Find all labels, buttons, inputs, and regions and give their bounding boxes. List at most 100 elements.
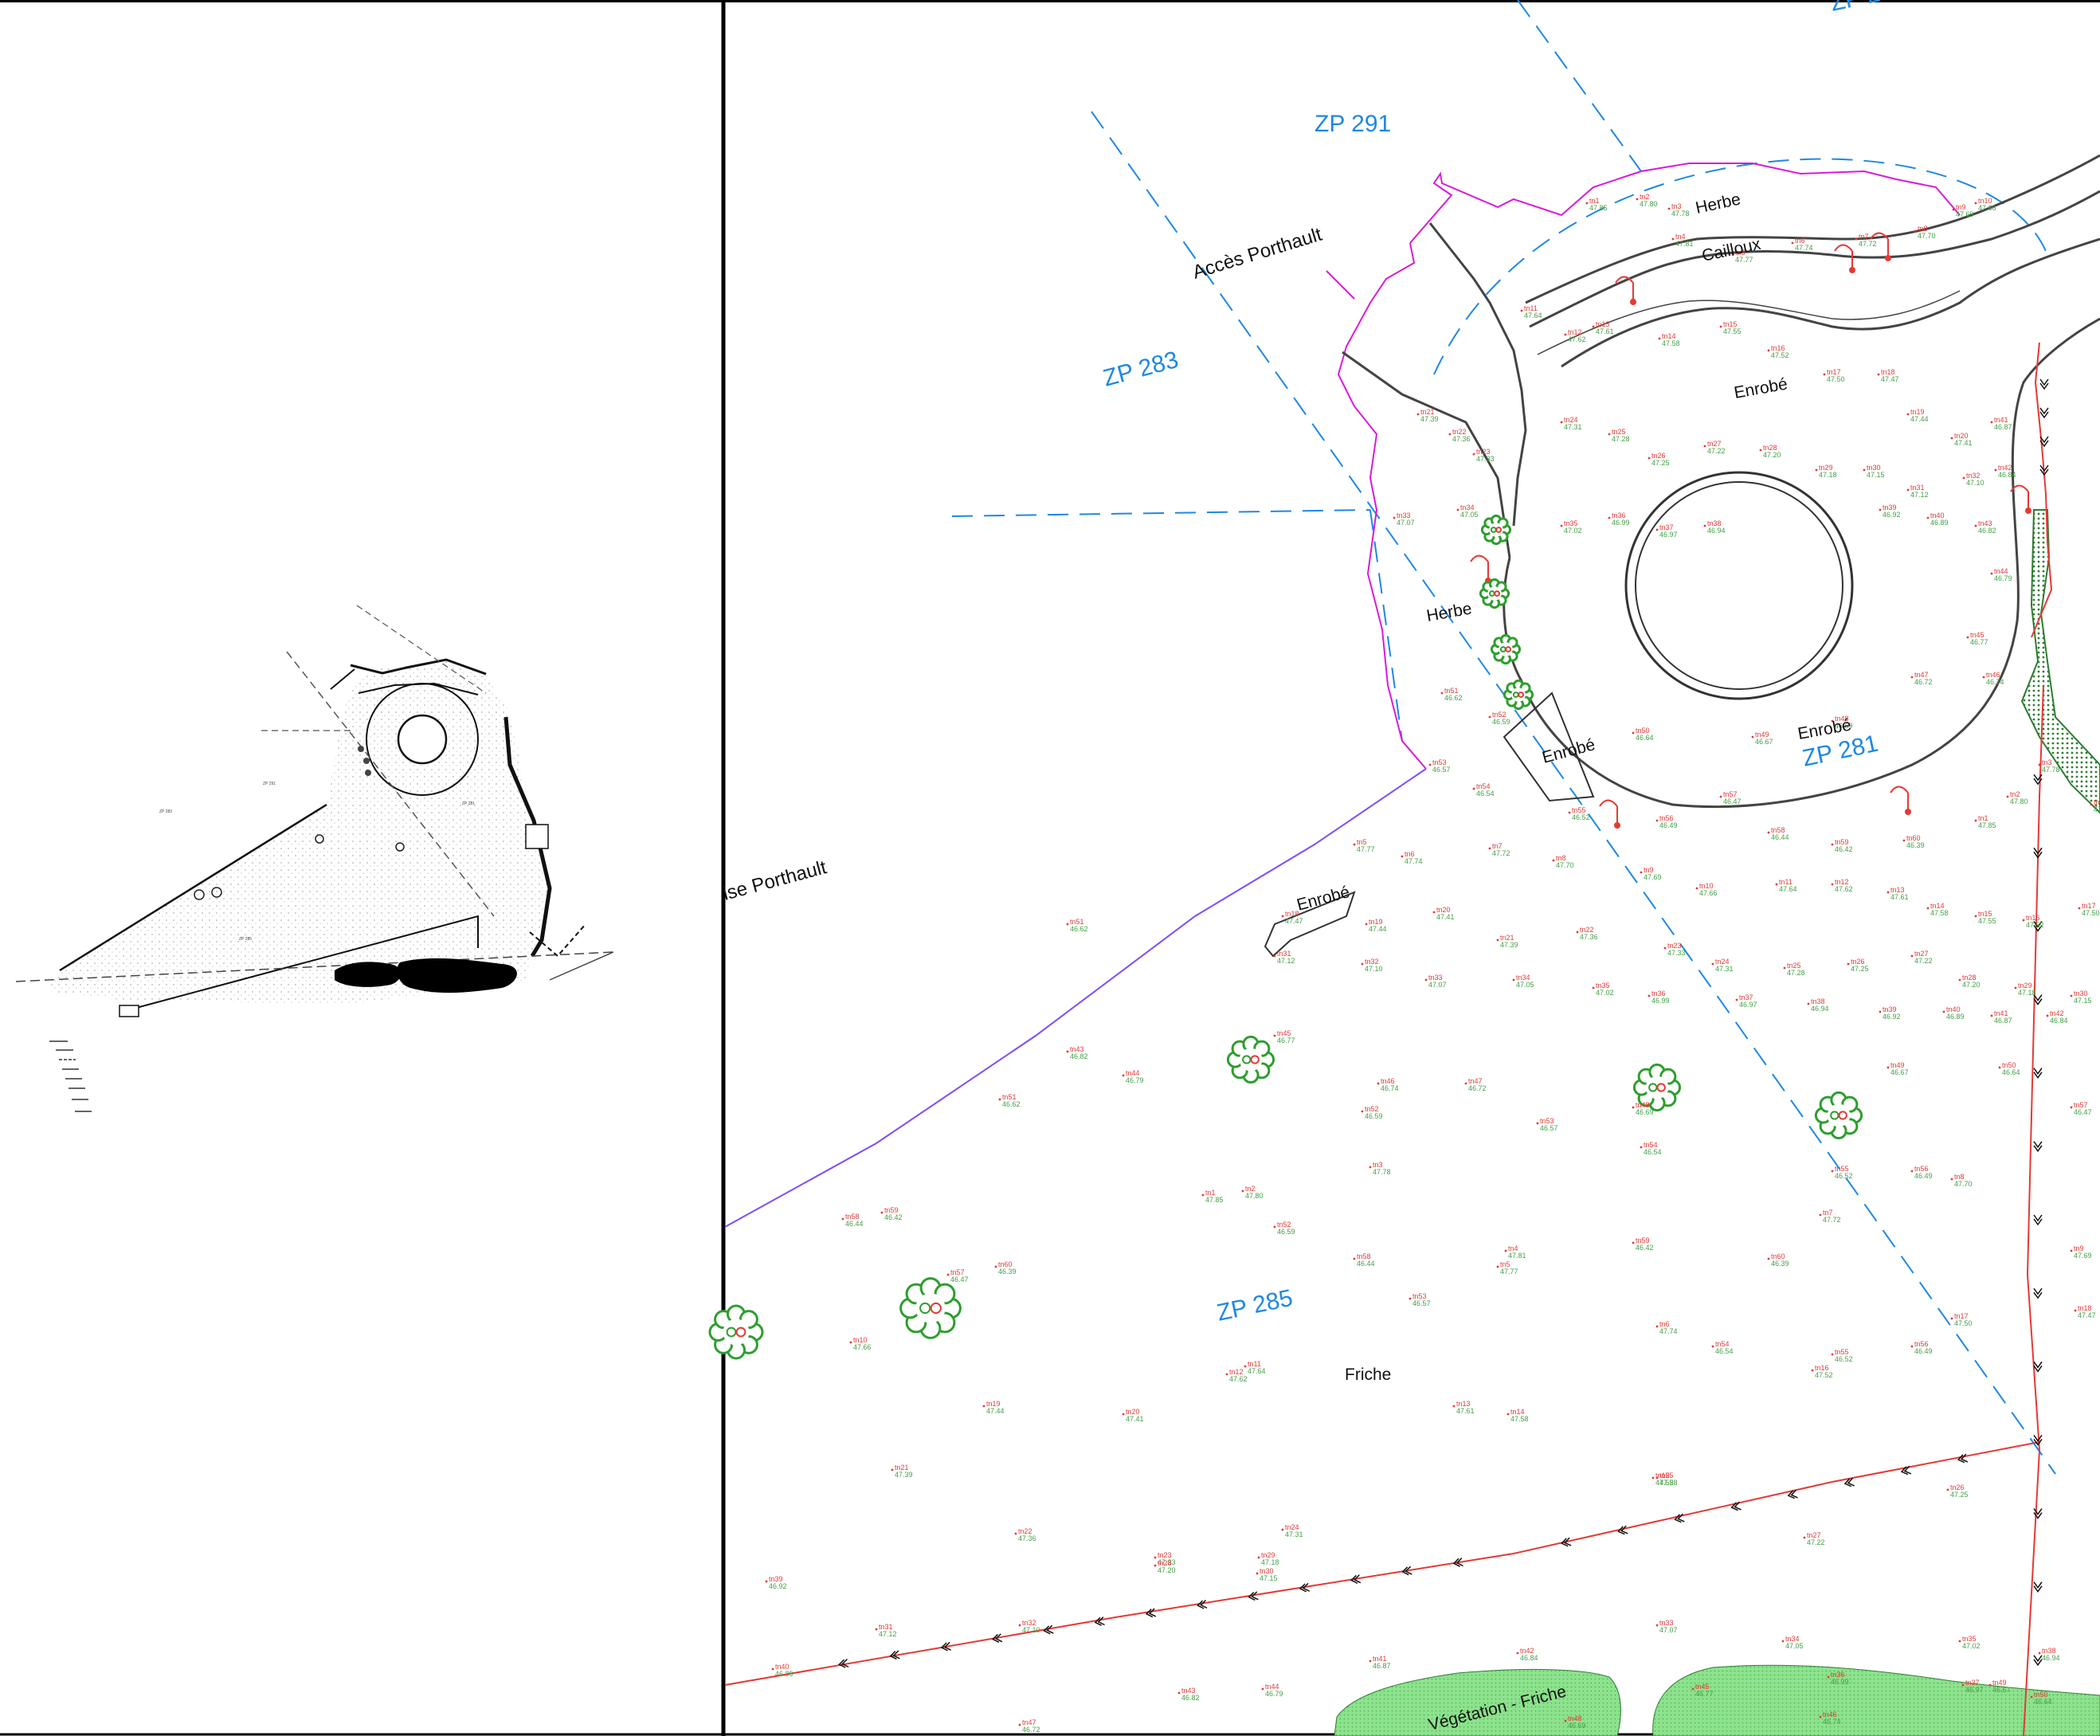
fence-north [1409,163,1961,244]
svg-text:47.20: 47.20 [1763,451,1781,459]
svg-text:tn25: tn25 [1612,428,1626,436]
svg-text:47.74: 47.74 [1405,857,1423,865]
svg-text:tn29: tn29 [1261,1551,1275,1559]
svg-text:47.18: 47.18 [1819,471,1837,479]
svg-text:47.69: 47.69 [2074,1252,2092,1260]
svg-text:tn31: tn31 [879,1623,893,1631]
flow-arrow-icon [1674,1513,1685,1523]
svg-text:tn14: tn14 [1930,902,1945,910]
svg-text:47.22: 47.22 [1807,1538,1825,1546]
svg-text:47.31: 47.31 [1564,423,1582,431]
overview-legend [49,1040,92,1112]
svg-text:47.18: 47.18 [2018,989,2036,997]
svg-text:tn6: tn6 [1659,1320,1670,1328]
svg-text:tn42: tn42 [1520,1647,1534,1655]
svg-text:tn42: tn42 [2050,1009,2064,1017]
svg-text:tn30: tn30 [2074,989,2088,997]
svg-text:47.31: 47.31 [1285,1530,1303,1538]
svg-text:47.44: 47.44 [986,1407,1005,1415]
svg-text:tn45: tn45 [1970,631,1984,639]
svg-text:47.62: 47.62 [1835,885,1853,893]
flow-arrow-icon [992,1633,1003,1643]
svg-text:tn59: tn59 [884,1206,899,1214]
svg-text:46.72: 46.72 [1914,678,1933,686]
svg-text:46.94: 46.94 [1811,1005,1829,1013]
svg-text:47.81: 47.81 [1508,1252,1526,1260]
svg-text:tn3: tn3 [1671,202,1682,210]
svg-text:tn44: tn44 [1994,567,2008,575]
svg-text:46.44: 46.44 [845,1220,864,1228]
svg-text:47.85: 47.85 [1589,204,1608,212]
svg-text:tn28: tn28 [1962,974,1977,982]
svg-text:47.64: 47.64 [1779,885,1797,893]
svg-text:47.74: 47.74 [1795,244,1813,252]
svg-text:47.81: 47.81 [2094,805,2100,813]
svg-text:46.94: 46.94 [1707,527,1726,535]
svg-text:46.74: 46.74 [1986,678,2004,686]
svg-text:46.57: 46.57 [1540,1124,1558,1132]
svg-text:47.50: 47.50 [1827,375,1845,383]
flow-arrow-icon [2033,1508,2043,1519]
svg-text:46.64: 46.64 [2034,1698,2052,1706]
svg-text:tn23: tn23 [1476,448,1491,456]
svg-text:47.22: 47.22 [1914,957,1933,965]
flow-arrow-icon [1561,1537,1572,1547]
svg-text:tn56: tn56 [1914,1340,1929,1348]
svg-text:tn56: tn56 [1659,814,1674,822]
svg-text:47.61: 47.61 [1456,1407,1475,1415]
flow-arrow-icon [1787,1489,1798,1499]
flow-arrow-icon [1145,1608,1157,1618]
svg-text:47.62: 47.62 [1229,1375,1248,1383]
svg-text:tn55: tn55 [1835,1165,1849,1173]
svg-text:tn38: tn38 [1707,519,1722,527]
svg-text:46.42: 46.42 [1835,845,1853,853]
svg-text:tn52: tn52 [1277,1221,1291,1229]
svg-text:tn37: tn37 [1739,993,1753,1001]
svg-text:tn35: tn35 [1596,982,1610,989]
svg-text:47.15: 47.15 [1260,1574,1278,1582]
svg-text:46.42: 46.42 [884,1213,903,1221]
svg-text:47.39: 47.39 [895,1471,913,1479]
svg-text:47.80: 47.80 [1640,200,1658,208]
svg-text:47.81: 47.81 [1675,240,1694,248]
svg-text:tn33: tn33 [1397,511,1411,519]
svg-text:tn16: tn16 [2026,914,2040,922]
svg-text:tn45: tn45 [1277,1029,1291,1037]
